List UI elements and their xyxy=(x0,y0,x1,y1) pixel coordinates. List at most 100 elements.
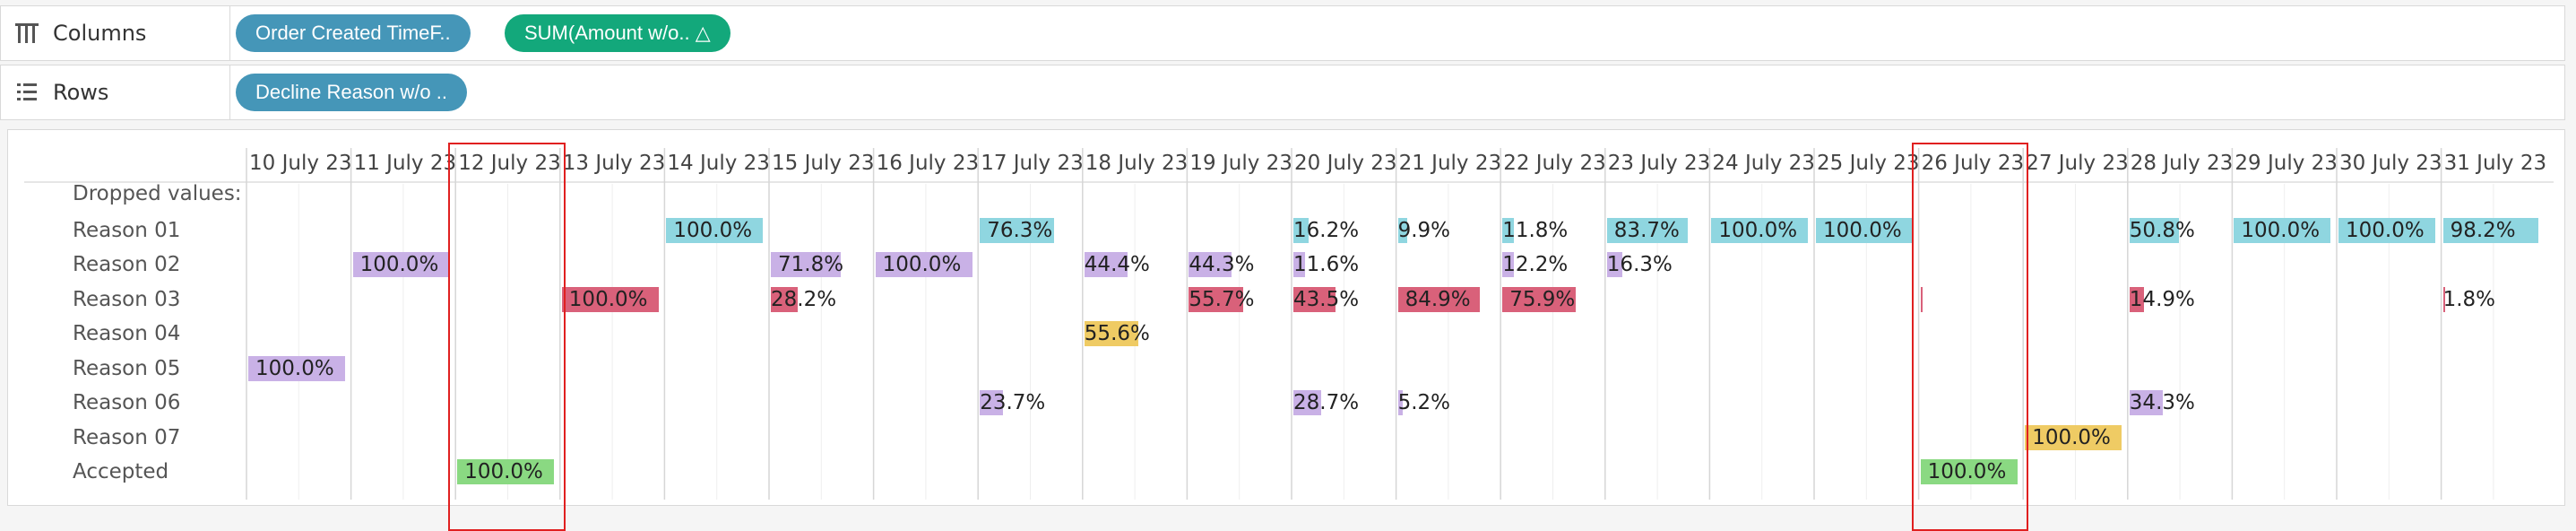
row-header[interactable]: Reason 05 xyxy=(73,356,181,380)
bar-mark[interactable] xyxy=(1606,217,1689,243)
bar-mark[interactable] xyxy=(1397,390,1404,415)
bar-mark[interactable] xyxy=(457,459,555,484)
bar-mark[interactable] xyxy=(875,252,972,277)
column-header[interactable]: 15 July 23 xyxy=(772,152,875,175)
row-header[interactable]: Reason 04 xyxy=(73,322,181,345)
column-header[interactable]: 26 July 23 xyxy=(1921,152,2025,175)
bar-value-label: 75.9% xyxy=(1509,287,1576,311)
row-header[interactable]: Reason 03 xyxy=(73,287,181,311)
crosstab-view[interactable]: 10 July 23 11 July 23 12 July 23 13 July 23… xyxy=(7,129,2565,531)
rows-pill-decline-reason[interactable]: Decline Reason w/o .. xyxy=(236,74,467,111)
row-header[interactable]: Reason 01 xyxy=(73,218,181,242)
columns-pill-amount[interactable]: SUM(Amount w/o.. △ xyxy=(505,14,730,52)
column-header[interactable]: 25 July 23 xyxy=(1817,152,1920,175)
column-header[interactable]: 12 July 23 xyxy=(458,152,561,175)
columns-shelf-icon xyxy=(15,23,39,43)
bar-value-label: 100.0% xyxy=(2346,218,2425,242)
bar-value-label: 1.8% xyxy=(2442,287,2496,311)
bar-mark[interactable] xyxy=(1920,286,1923,312)
bar-mark[interactable] xyxy=(771,252,841,277)
bar-value-label: 98.2% xyxy=(2450,218,2516,242)
bar-mark[interactable] xyxy=(1502,286,1577,312)
column-header[interactable]: 14 July 23 xyxy=(667,152,770,175)
bar-mark[interactable] xyxy=(1397,217,1408,243)
bar-mark[interactable] xyxy=(1293,217,1310,243)
bar-mark[interactable] xyxy=(2129,390,2163,415)
bar-mark[interactable] xyxy=(2442,217,2538,243)
bar-mark[interactable] xyxy=(1606,252,1623,277)
bar-value-label: 11.6% xyxy=(1293,253,1360,276)
bar-mark[interactable] xyxy=(1084,252,1128,277)
column-header[interactable]: 30 July 23 xyxy=(2339,152,2442,175)
bar-mark[interactable] xyxy=(2129,286,2144,312)
highlight-box xyxy=(1911,143,2029,531)
column-header[interactable]: 29 July 23 xyxy=(2235,152,2338,175)
highlight-box xyxy=(448,143,566,531)
bar-mark[interactable] xyxy=(1816,217,1913,243)
bar-value-label: 44.3% xyxy=(1189,253,1255,276)
dropped-values-label: Dropped values: xyxy=(73,182,242,205)
bar-mark[interactable] xyxy=(2442,286,2445,312)
bar-mark[interactable] xyxy=(1397,286,1481,312)
column-header[interactable]: 17 July 23 xyxy=(981,152,1084,175)
bar-value-label: 100.0% xyxy=(255,356,334,380)
rows-shelf[interactable]: Rows Decline Reason w/o .. xyxy=(0,65,2565,120)
column-header[interactable]: 22 July 23 xyxy=(1503,152,1606,175)
bar-value-label: 16.2% xyxy=(1293,218,1360,242)
bar-mark[interactable] xyxy=(1502,252,1515,277)
columns-pill-date[interactable]: Order Created TimeF.. xyxy=(236,14,471,52)
bar-value-label: 50.8% xyxy=(2129,218,2195,242)
bar-mark[interactable] xyxy=(1293,286,1336,312)
column-header[interactable]: 24 July 23 xyxy=(1712,152,1815,175)
bar-mark[interactable] xyxy=(1189,286,1243,312)
columns-shelf[interactable]: Columns Order Created TimeF.. SUM(Amount… xyxy=(0,5,2565,61)
bar-mark[interactable] xyxy=(352,252,450,277)
bar-value-label: 5.2% xyxy=(1397,391,1451,414)
bar-value-label: 100.0% xyxy=(1823,218,1902,242)
bar-value-label: 100.0% xyxy=(359,253,439,276)
bar-mark[interactable] xyxy=(2234,217,2331,243)
row-header[interactable]: Accepted xyxy=(73,460,169,483)
bar-mark[interactable] xyxy=(980,217,1054,243)
bar-value-label: 16.3% xyxy=(1606,253,1673,276)
column-header[interactable]: 21 July 23 xyxy=(1398,152,1502,175)
bar-mark[interactable] xyxy=(1293,252,1305,277)
column-header[interactable]: 27 July 23 xyxy=(2026,152,2129,175)
columns-shelf-label: Columns xyxy=(53,21,147,46)
bar-mark[interactable] xyxy=(980,390,1003,415)
bar-value-label: 28.2% xyxy=(771,287,837,311)
bar-mark[interactable] xyxy=(1189,252,1232,277)
row-header[interactable]: Reason 02 xyxy=(73,253,181,276)
column-header[interactable]: 23 July 23 xyxy=(1607,152,1711,175)
bar-mark[interactable] xyxy=(561,286,659,312)
bar-value-label: 83.7% xyxy=(1613,218,1680,242)
column-header[interactable]: 11 July 23 xyxy=(353,152,457,175)
bar-mark[interactable] xyxy=(1502,217,1514,243)
bar-value-label: 28.7% xyxy=(1293,391,1360,414)
rows-shelf-label: Rows xyxy=(53,80,109,105)
column-header[interactable]: 19 July 23 xyxy=(1189,152,1292,175)
bar-mark[interactable] xyxy=(1293,390,1321,415)
rows-shelf-icon xyxy=(17,83,37,100)
bar-mark[interactable] xyxy=(2129,217,2179,243)
column-header[interactable]: 28 July 23 xyxy=(2130,152,2234,175)
column-header[interactable]: 31 July 23 xyxy=(2443,152,2547,175)
bar-mark[interactable] xyxy=(248,355,345,381)
bar-value-label: 12.2% xyxy=(1502,253,1569,276)
row-header[interactable]: Reason 06 xyxy=(73,391,181,414)
column-header[interactable]: 10 July 23 xyxy=(249,152,352,175)
bar-mark[interactable] xyxy=(771,286,799,312)
column-header[interactable]: 18 July 23 xyxy=(1085,152,1189,175)
bar-mark[interactable] xyxy=(2338,217,2435,243)
bar-mark[interactable] xyxy=(2025,424,2122,450)
bar-value-label: 14.9% xyxy=(2129,287,2195,311)
bar-value-label: 100.0% xyxy=(882,253,962,276)
column-header[interactable]: 13 July 23 xyxy=(562,152,666,175)
bar-mark[interactable] xyxy=(1084,321,1138,346)
row-header[interactable]: Reason 07 xyxy=(73,425,181,449)
column-header[interactable]: 16 July 23 xyxy=(876,152,980,175)
bar-mark[interactable] xyxy=(666,217,764,243)
bar-mark[interactable] xyxy=(1711,217,1809,243)
bar-mark[interactable] xyxy=(1920,459,2018,484)
column-header[interactable]: 20 July 23 xyxy=(1294,152,1397,175)
